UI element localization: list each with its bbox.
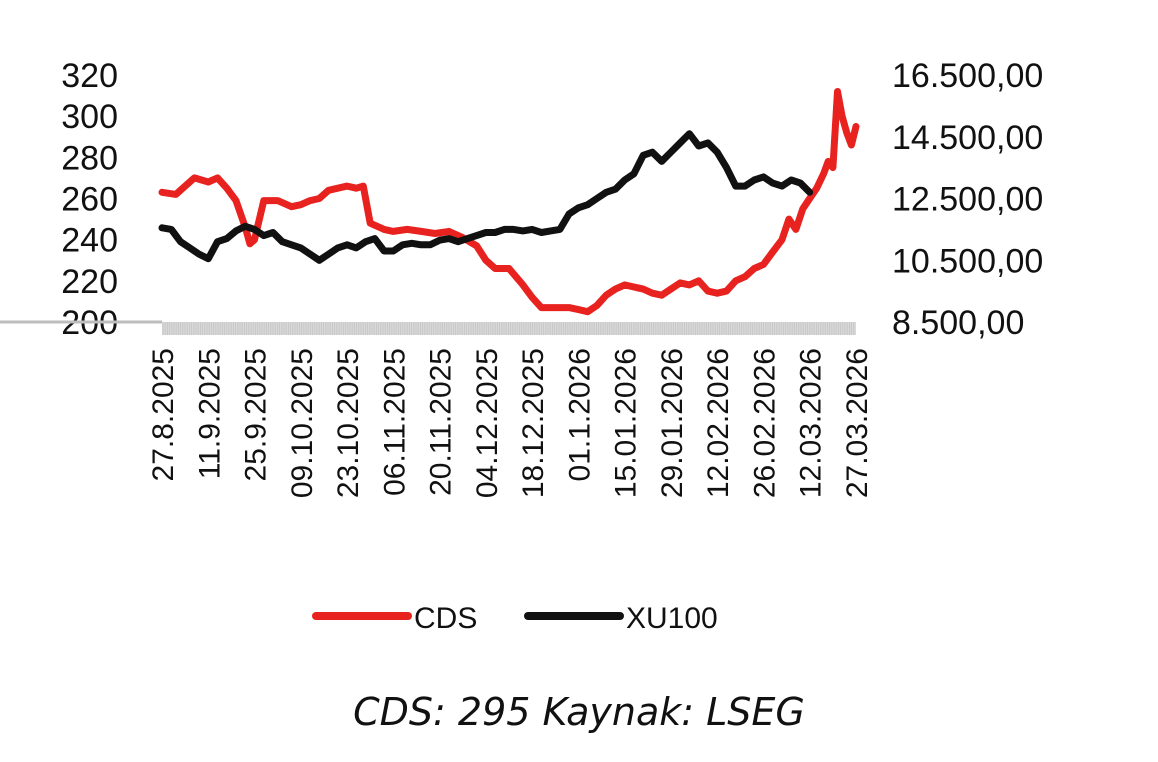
x-axis-tick-label: 11.9.2025 (193, 348, 226, 479)
x-axis-minor-ticks (162, 322, 855, 335)
legend: CDS XU100 (312, 602, 718, 635)
x-axis-tick-label: 04.12.2025 (471, 348, 504, 498)
left-axis-tick-label: 260 (61, 181, 118, 219)
right-axis-tick-label: 12.500,00 (892, 181, 1043, 219)
plot-area (158, 88, 860, 316)
right-axis-tick-label: 8.500,00 (892, 304, 1024, 342)
x-axis-tick-label: 06.11.2025 (378, 348, 411, 496)
left-axis-tick-label: 280 (61, 139, 118, 177)
x-axis-tick-label: 01.1.2026 (563, 348, 596, 481)
x-axis-tick-label: 12.02.2026 (702, 348, 735, 498)
left-axis-tick-label: 300 (61, 98, 118, 136)
right-axis-tick-label: 16.500,00 (892, 57, 1043, 95)
x-axis-tick-label: 09.10.2025 (286, 348, 319, 498)
right-axis-ticks: 16.500,00 14.500,00 12.500,00 10.500,00 8.50… (892, 57, 1043, 342)
x-axis-tick-label: 25.9.2025 (240, 348, 273, 481)
x-axis-tick-label: 20.11.2025 (425, 348, 458, 496)
series-line-cds (158, 88, 860, 316)
x-axis-tick-label: 15.01.2026 (610, 348, 643, 498)
x-axis-tick-label: 26.02.2026 (748, 348, 781, 498)
x-axis-tick-label: 12.03.2026 (795, 348, 828, 498)
series-line-xu100 (158, 130, 814, 264)
right-axis-tick-label: 10.500,00 (892, 242, 1043, 280)
legend-label-xu100: XU100 (626, 602, 718, 635)
left-axis-tick-label: 320 (61, 57, 118, 95)
x-axis-tick-label: 23.10.2025 (332, 348, 365, 498)
left-axis-tick-label: 240 (61, 222, 118, 260)
x-axis-tick-label: 29.01.2026 (656, 348, 689, 498)
footer-note: CDS: 295 Kaynak: LSEG (353, 690, 805, 734)
x-axis-tick-label: 18.12.2025 (517, 348, 550, 498)
right-axis-tick-label: 14.500,00 (892, 119, 1043, 157)
x-axis-tick-label: 27.03.2026 (841, 348, 874, 498)
left-axis-tick-label: 220 (61, 263, 118, 301)
x-axis-tick-label: 27.8.2025 (147, 348, 180, 481)
x-axis: 27.8.2025 11.9.2025 25.9.2025 09.10.2025 23.… (0, 320, 874, 498)
legend-label-cds: CDS (414, 602, 477, 635)
